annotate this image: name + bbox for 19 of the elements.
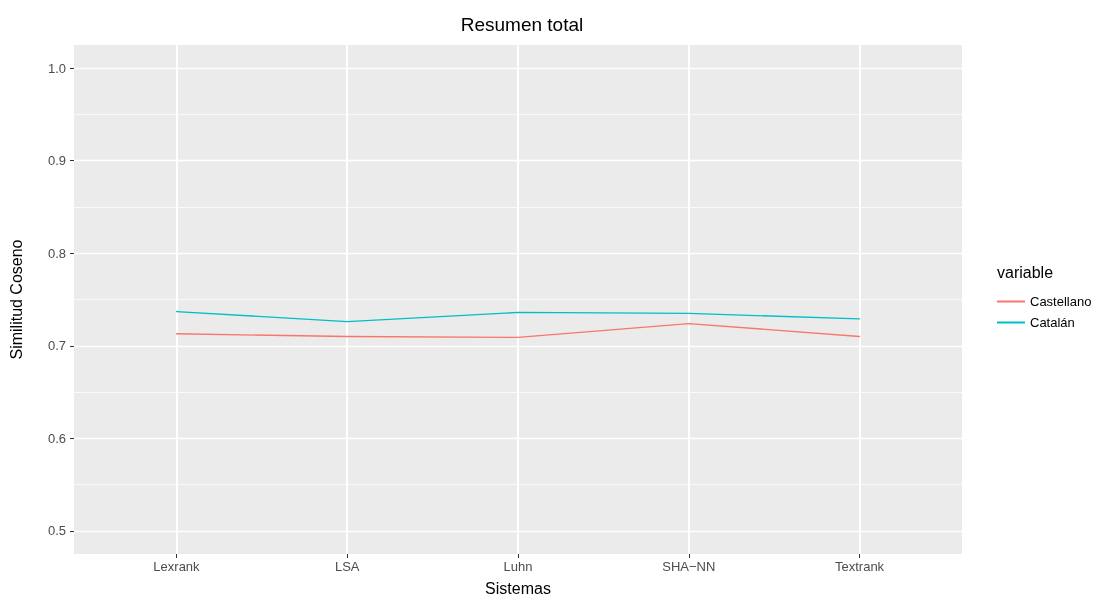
- y-tick-label: 1.0: [47, 60, 66, 76]
- chart-title: Resumen total: [460, 14, 584, 35]
- y-tick-label: 0.6: [47, 430, 66, 446]
- x-tick-label: Textrank: [834, 559, 885, 574]
- y-tick-label: 0.8: [47, 245, 66, 261]
- line-series: [175, 322, 861, 339]
- x-axis-title: Sistemas: [485, 579, 551, 597]
- legend-label: Castellano: [1030, 294, 1092, 309]
- x-tick-label: SHA−NN: [662, 559, 716, 574]
- x-tick-label: Lexrank: [153, 559, 201, 574]
- y-tick-label: 0.9: [47, 153, 66, 169]
- line-series: [175, 310, 861, 323]
- legend-label: Catalán: [1030, 315, 1075, 330]
- y-tick-label: 0.5: [47, 523, 66, 539]
- legend-title: variable: [997, 263, 1054, 281]
- y-tick-label: 0.7: [47, 338, 66, 354]
- x-tick-label: LSA: [334, 559, 360, 574]
- y-axis-title: Similitud Coseno: [7, 239, 25, 360]
- x-tick-label: Luhn: [503, 559, 533, 574]
